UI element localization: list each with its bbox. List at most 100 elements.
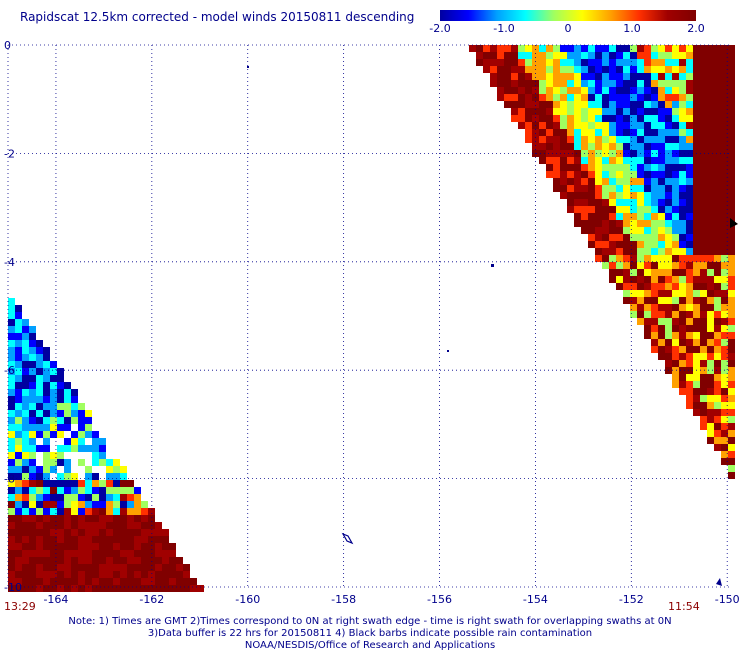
wind-cell <box>714 241 721 248</box>
wind-cell <box>22 382 29 389</box>
wind-cell <box>644 164 651 171</box>
wind-cell <box>623 213 630 220</box>
wind-cell <box>36 354 43 361</box>
wind-cell <box>693 59 700 66</box>
wind-cell <box>22 508 29 515</box>
wind-cell <box>700 332 707 339</box>
wind-cell <box>658 101 665 108</box>
wind-cell <box>22 410 29 417</box>
wind-cell <box>679 346 686 353</box>
wind-cell <box>721 45 728 52</box>
wind-cell <box>106 494 113 501</box>
wind-cell <box>693 276 700 283</box>
wind-cell <box>630 94 637 101</box>
wind-cell <box>728 276 735 283</box>
wind-cell <box>15 459 22 466</box>
wind-cell <box>99 508 106 515</box>
wind-cell <box>609 213 616 220</box>
wind-cell <box>714 150 721 157</box>
wind-cell <box>651 157 658 164</box>
wind-cell <box>693 395 700 402</box>
wind-cell <box>616 213 623 220</box>
wind-cell <box>490 80 497 87</box>
wind-cell <box>686 255 693 262</box>
wind-cell <box>728 416 735 423</box>
wind-cell <box>637 304 644 311</box>
wind-cell <box>686 304 693 311</box>
wind-cell <box>85 494 92 501</box>
wind-cell <box>113 564 120 571</box>
wind-cell <box>728 192 735 199</box>
wind-cell <box>43 515 50 522</box>
wind-cell <box>85 466 92 473</box>
wind-cell <box>623 164 630 171</box>
wind-cell <box>15 536 22 543</box>
wind-cell <box>672 171 679 178</box>
wind-cell <box>714 143 721 150</box>
wind-cell <box>665 346 672 353</box>
wind-cell <box>106 585 113 592</box>
wind-cell <box>658 87 665 94</box>
wind-cell <box>714 283 721 290</box>
wind-cell <box>8 410 15 417</box>
wind-cell <box>8 515 15 522</box>
wind-cell <box>679 283 686 290</box>
wind-cell <box>560 164 567 171</box>
wind-cell <box>567 171 574 178</box>
wind-cell <box>714 101 721 108</box>
wind-cell <box>22 487 29 494</box>
wind-cell <box>539 122 546 129</box>
wind-cell <box>8 298 15 305</box>
wind-cell <box>630 311 637 318</box>
wind-cell <box>630 283 637 290</box>
wind-cell <box>581 108 588 115</box>
wind-cell <box>602 73 609 80</box>
wind-cell <box>532 80 539 87</box>
wind-cell <box>106 578 113 585</box>
wind-cell <box>686 150 693 157</box>
wind-cell <box>497 45 504 52</box>
wind-cell <box>22 368 29 375</box>
wind-cell <box>672 94 679 101</box>
wind-cell <box>8 522 15 529</box>
wind-cell <box>43 459 50 466</box>
wind-cell <box>616 220 623 227</box>
wind-cell <box>22 557 29 564</box>
wind-cell <box>595 136 602 143</box>
wind-cell <box>50 522 57 529</box>
wind-cell <box>707 255 714 262</box>
wind-cell <box>29 375 36 382</box>
wind-cell <box>672 353 679 360</box>
wind-cell <box>665 297 672 304</box>
wind-cell <box>728 346 735 353</box>
wind-cell <box>658 220 665 227</box>
wind-cell <box>651 66 658 73</box>
wind-cell <box>539 80 546 87</box>
wind-cell <box>686 59 693 66</box>
wind-cell <box>595 213 602 220</box>
wind-cell <box>504 59 511 66</box>
wind-cell <box>29 340 36 347</box>
wind-cell <box>714 94 721 101</box>
wind-cell <box>707 94 714 101</box>
wind-cell <box>707 332 714 339</box>
wind-cell <box>658 150 665 157</box>
wind-cell <box>658 192 665 199</box>
wind-cell <box>99 550 106 557</box>
wind-cell <box>651 115 658 122</box>
wind-cell <box>623 122 630 129</box>
wind-cell <box>134 550 141 557</box>
wind-cell <box>518 94 525 101</box>
wind-cell <box>588 80 595 87</box>
wind-cell <box>721 101 728 108</box>
wind-cell <box>78 459 85 466</box>
wind-cell <box>637 178 644 185</box>
wind-cell <box>707 353 714 360</box>
wind-cell <box>672 108 679 115</box>
wind-cell <box>658 66 665 73</box>
wind-cell <box>532 73 539 80</box>
wind-cell <box>29 354 36 361</box>
wind-cell <box>539 52 546 59</box>
wind-cell <box>714 269 721 276</box>
wind-cell <box>539 87 546 94</box>
